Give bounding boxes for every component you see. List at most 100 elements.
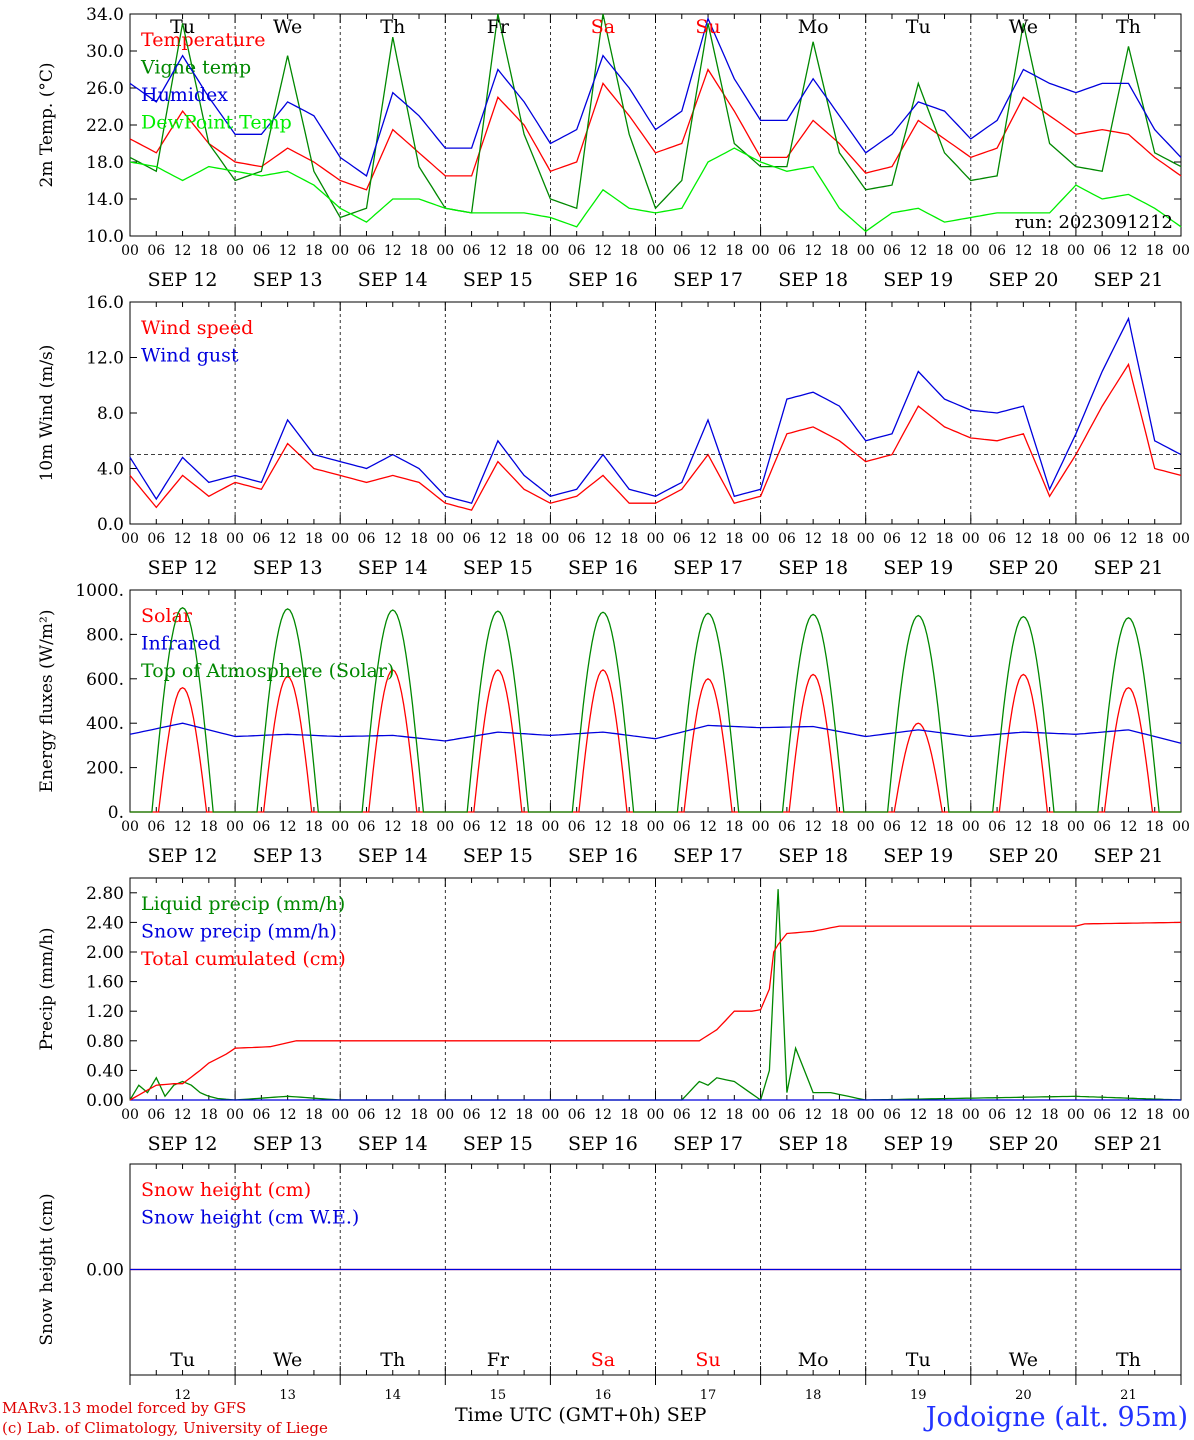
x-hour-label: 06 — [1093, 819, 1111, 835]
credit-line: (c) Lab. of Climatology, University of L… — [2, 1419, 328, 1437]
x-date-label: SEP 17 — [673, 269, 743, 291]
x-hour-label: 06 — [252, 1107, 270, 1123]
x-hour-label: 06 — [673, 531, 691, 547]
x-hour-label: 00 — [331, 243, 349, 259]
y-tick-label: 8.0 — [97, 404, 124, 424]
x-hour-label: 18 — [620, 1107, 638, 1123]
x-hour-label: 18 — [1146, 243, 1164, 259]
x-hour-label: 06 — [358, 531, 376, 547]
x-hour-label: 00 — [1172, 1107, 1190, 1123]
y-tick-label: 14.0 — [86, 190, 124, 210]
x-hour-label: 00 — [752, 531, 770, 547]
y-tick-label: 0.00 — [86, 1261, 124, 1281]
series-line-humidex — [129, 16, 1182, 177]
x-axis-month: SEP — [666, 1404, 707, 1426]
x-hour-label: 18 — [515, 531, 533, 547]
x-date-label: SEP 16 — [568, 1133, 638, 1155]
x-hour-label: 06 — [147, 243, 165, 259]
x-hour-label: 00 — [121, 819, 139, 835]
x-hour-label: 06 — [252, 531, 270, 547]
x-hour-label: 12 — [594, 1107, 612, 1123]
x-hour-label: 00 — [541, 243, 559, 259]
x-hour-label: 00 — [1067, 819, 1085, 835]
x-hour-label: 18 — [1041, 1107, 1059, 1123]
x-date-label: SEP 12 — [148, 1133, 218, 1155]
x-hour-label: 18 — [410, 1107, 428, 1123]
y-axis-title: Precip (mm/h) — [37, 927, 57, 1050]
x-hour-label: 12 — [489, 243, 507, 259]
weekday-label: Su — [695, 1349, 720, 1371]
x-hour-label: 06 — [1093, 531, 1111, 547]
x-hour-label: 12 — [909, 819, 927, 835]
x-hour-label: 00 — [1067, 531, 1085, 547]
weekday-label: Tu — [170, 16, 195, 38]
x-hour-label: 12 — [174, 243, 192, 259]
x-hour-label: 06 — [463, 1107, 481, 1123]
x-hour-label: 06 — [778, 819, 796, 835]
x-hour-label: 00 — [857, 819, 875, 835]
x-hour-label: 12 — [1014, 819, 1032, 835]
x-hour-label: 00 — [647, 1107, 665, 1123]
weekday-label: Tu — [170, 1349, 195, 1371]
x-hour-label: 06 — [568, 243, 586, 259]
x-hour-label: 06 — [463, 819, 481, 835]
x-hour-label: 12 — [1120, 531, 1138, 547]
x-hour-label: 00 — [436, 531, 454, 547]
x-date-label: SEP 17 — [673, 1133, 743, 1155]
x-date-label: SEP 21 — [1094, 1133, 1164, 1155]
x-hour-label: 06 — [673, 1107, 691, 1123]
weekday-label: Fr — [487, 1349, 510, 1371]
day-number-label: 17 — [700, 1388, 717, 1403]
x-hour-label: 00 — [121, 531, 139, 547]
day-number-label: 18 — [805, 1388, 822, 1403]
series-line-vigne-temp — [129, 13, 1182, 219]
y-tick-label: 0. — [108, 803, 124, 823]
x-hour-label: 00 — [436, 243, 454, 259]
y-tick-label: 0.40 — [86, 1061, 124, 1081]
x-hour-label: 00 — [331, 819, 349, 835]
x-hour-label: 06 — [147, 1107, 165, 1123]
x-hour-label: 06 — [673, 819, 691, 835]
x-hour-label: 00 — [1172, 819, 1190, 835]
series-line-infrared — [129, 722, 1182, 744]
weekday-label: Sa — [591, 16, 615, 38]
legend-entry: Wind speed — [141, 317, 253, 339]
x-hour-label: 18 — [1146, 1107, 1164, 1123]
x-date-label: SEP 13 — [253, 269, 323, 291]
x-axis-label: Time UTC (GMT+0h) — [455, 1404, 661, 1426]
weekday-label: Th — [1116, 1349, 1141, 1371]
x-date-label: SEP 20 — [988, 269, 1058, 291]
x-hour-label: 00 — [331, 531, 349, 547]
x-hour-label: 12 — [1120, 1107, 1138, 1123]
x-hour-label: 18 — [200, 819, 218, 835]
x-hour-label: 00 — [121, 243, 139, 259]
y-tick-label: 0.0 — [97, 515, 124, 535]
x-hour-label: 06 — [778, 531, 796, 547]
x-date-label: SEP 13 — [253, 557, 323, 579]
day-number-label: 14 — [384, 1388, 401, 1403]
y-tick-label: 26.0 — [86, 79, 124, 99]
x-date-label: SEP 21 — [1094, 557, 1164, 579]
x-hour-label: 06 — [1093, 243, 1111, 259]
x-hour-label: 12 — [804, 531, 822, 547]
x-hour-label: 12 — [384, 819, 402, 835]
x-hour-label: 18 — [831, 243, 849, 259]
y-axis-title: 2m Temp. (°C) — [37, 62, 57, 187]
x-hour-label: 18 — [1041, 243, 1059, 259]
x-hour-label: 00 — [1067, 1107, 1085, 1123]
x-date-label: SEP 13 — [253, 1133, 323, 1155]
x-hour-label: 00 — [436, 819, 454, 835]
x-date-label: SEP 12 — [148, 269, 218, 291]
weekday-label: Th — [380, 1349, 405, 1371]
x-hour-label: 18 — [725, 1107, 743, 1123]
x-hour-label: 00 — [962, 243, 980, 259]
x-hour-label: 12 — [1014, 243, 1032, 259]
x-hour-label: 18 — [725, 819, 743, 835]
y-tick-label: 2.40 — [86, 913, 124, 933]
legend-entry: Total cumulated (cm) — [141, 948, 346, 970]
series-line-total-cumulated-cm- — [129, 921, 1182, 1101]
x-hour-label: 18 — [200, 243, 218, 259]
x-hour-label: 12 — [1014, 1107, 1032, 1123]
legend-entry: Snow precip (mm/h) — [141, 921, 337, 943]
x-hour-label: 18 — [305, 1107, 323, 1123]
